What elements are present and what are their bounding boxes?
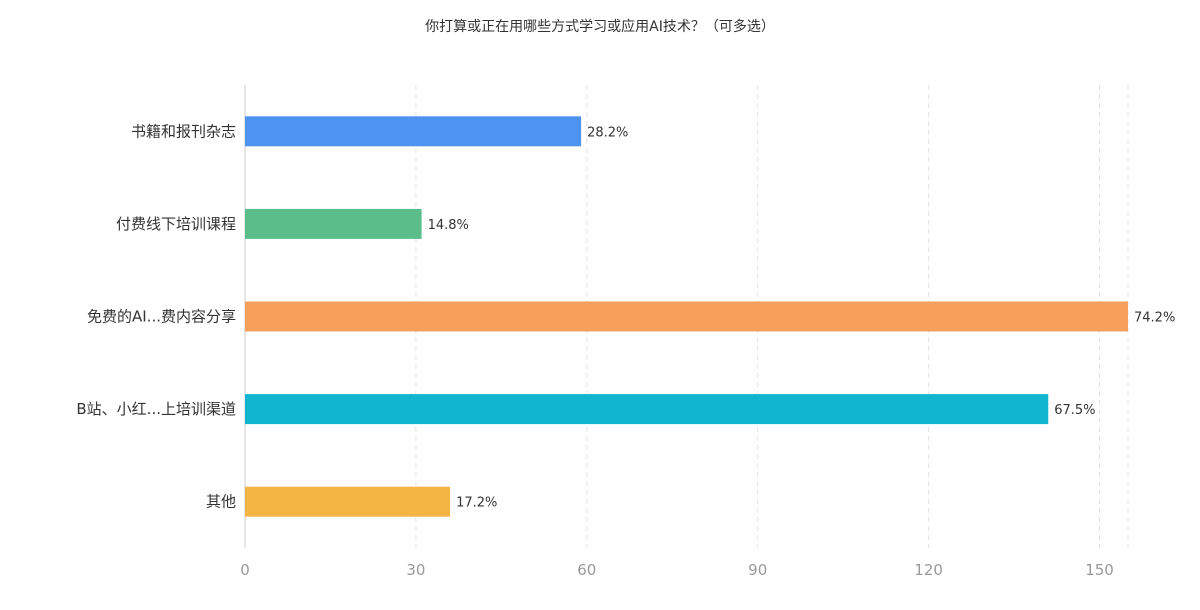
bar (245, 394, 1049, 425)
bar (245, 301, 1128, 332)
bars (245, 116, 1128, 517)
category-label: 付费线下培训课程 (116, 215, 236, 233)
x-tick-label: 90 (748, 561, 767, 579)
data-label: 67.5% (1054, 403, 1095, 418)
category-label: 书籍和报刊杂志 (131, 122, 236, 140)
data-label: 14.8% (428, 218, 469, 233)
x-tick-label: 0 (240, 561, 250, 579)
category-label: 其他 (206, 493, 236, 511)
x-tick-label: 120 (914, 561, 943, 579)
bar (245, 486, 451, 517)
data-label: 28.2% (587, 125, 628, 140)
category-label: 免费的AI...费内容分享 (87, 308, 236, 326)
bar (245, 208, 422, 239)
category-label: B站、小红...上培训渠道 (76, 400, 236, 418)
data-label: 17.2% (456, 496, 497, 511)
x-tick-label: 60 (577, 561, 596, 579)
bar (245, 116, 582, 147)
labels: 书籍和报刊杂志 28.2% 付费线下培训课程 14.8% 免费的AI...费内容分享 74… (76, 122, 1175, 510)
x-axis-ticks: 0 30 60 90 120 150 (240, 561, 1114, 579)
chart-title: 你打算或正在用哪些方式学习或应用AI技术？（可多选） (425, 19, 775, 35)
x-tick-label: 150 (1085, 561, 1114, 579)
x-tick-label: 30 (406, 561, 425, 579)
data-label: 74.2% (1134, 311, 1175, 326)
